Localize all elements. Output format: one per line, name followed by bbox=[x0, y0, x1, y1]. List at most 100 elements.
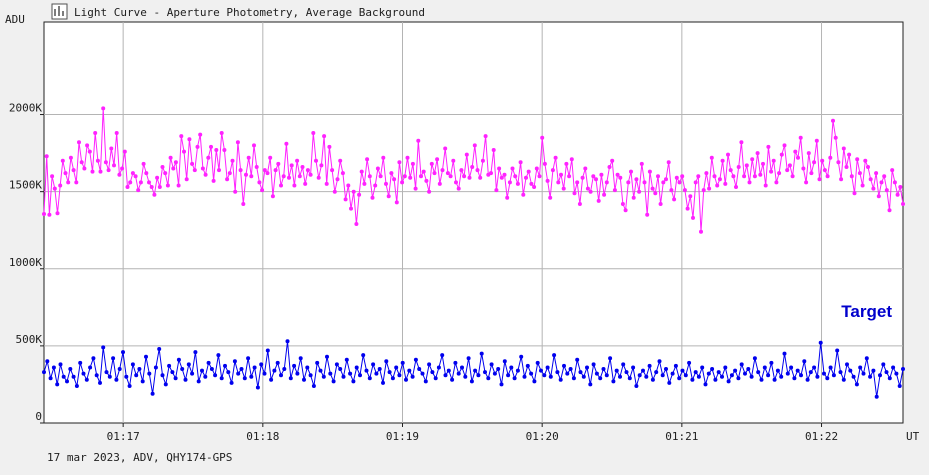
data-point-target bbox=[683, 373, 688, 378]
data-point-target bbox=[443, 373, 448, 378]
data-point-comparison bbox=[594, 177, 598, 182]
data-point-comparison bbox=[868, 177, 873, 182]
data-point-target bbox=[802, 359, 807, 364]
data-point-comparison bbox=[230, 158, 235, 163]
data-point-comparison bbox=[828, 155, 833, 160]
data-point-comparison bbox=[343, 197, 348, 202]
data-point-comparison bbox=[71, 168, 76, 173]
data-point-comparison bbox=[109, 146, 114, 151]
data-point-comparison bbox=[168, 155, 173, 160]
data-point-target bbox=[779, 374, 784, 379]
data-point-comparison bbox=[604, 180, 609, 185]
data-point-comparison bbox=[647, 169, 652, 174]
data-point-comparison bbox=[47, 212, 52, 217]
data-point-comparison bbox=[779, 152, 784, 157]
data-point-comparison bbox=[666, 160, 671, 165]
data-point-target bbox=[259, 362, 264, 367]
data-point-target bbox=[519, 354, 524, 359]
data-point-target bbox=[153, 365, 158, 370]
data-point-comparison bbox=[550, 168, 555, 173]
data-point-comparison bbox=[844, 165, 849, 169]
data-point-target bbox=[861, 371, 866, 376]
data-point-comparison bbox=[569, 157, 574, 162]
data-point-comparison bbox=[596, 198, 601, 203]
data-point-target bbox=[838, 370, 843, 375]
data-point-target bbox=[795, 368, 800, 373]
data-point-comparison bbox=[669, 188, 674, 193]
data-point-comparison bbox=[774, 180, 779, 185]
data-point-comparison bbox=[556, 180, 561, 185]
data-point-target bbox=[489, 362, 494, 367]
data-point-comparison bbox=[219, 131, 224, 135]
x-tick-label: 01:17 bbox=[107, 430, 140, 443]
data-point-comparison bbox=[478, 175, 483, 180]
data-point-comparison bbox=[704, 171, 709, 176]
data-point-target bbox=[752, 356, 757, 361]
data-point-comparison bbox=[44, 154, 49, 159]
data-point-comparison bbox=[138, 180, 143, 185]
data-point-target bbox=[255, 385, 260, 390]
x-tick-label: 01:18 bbox=[246, 430, 279, 443]
data-point-target bbox=[183, 377, 188, 382]
data-point-target bbox=[835, 348, 840, 353]
data-point-comparison bbox=[812, 160, 817, 165]
data-point-target bbox=[634, 384, 639, 388]
data-point-comparison bbox=[639, 161, 644, 166]
data-point-target bbox=[782, 351, 787, 356]
series-target bbox=[42, 339, 905, 399]
data-point-target bbox=[361, 353, 366, 358]
data-point-target bbox=[891, 365, 896, 370]
data-point-comparison bbox=[656, 174, 660, 179]
data-point-comparison bbox=[623, 208, 628, 213]
data-point-target bbox=[213, 373, 218, 378]
data-point-target bbox=[219, 376, 224, 381]
data-point-target bbox=[706, 371, 711, 376]
data-point-target bbox=[894, 371, 899, 376]
data-point-comparison bbox=[836, 160, 841, 165]
y-axis-ticks: 0 500K 1000K 1500K 2000K bbox=[9, 102, 44, 424]
data-point-comparison bbox=[101, 106, 106, 111]
data-point-comparison bbox=[249, 174, 254, 179]
data-point-comparison bbox=[472, 143, 477, 148]
data-point-comparison bbox=[408, 175, 413, 180]
x-tick-label: 01:20 bbox=[526, 430, 559, 443]
data-point-target bbox=[269, 377, 274, 382]
data-point-comparison bbox=[620, 202, 625, 206]
data-point-target bbox=[453, 360, 458, 365]
data-point-target bbox=[799, 373, 803, 378]
data-point-target bbox=[111, 356, 116, 361]
data-point-target bbox=[404, 377, 408, 382]
data-point-comparison bbox=[674, 175, 679, 180]
data-point-target bbox=[186, 362, 191, 367]
data-point-comparison bbox=[435, 157, 440, 162]
data-point-target bbox=[571, 376, 576, 381]
data-point-comparison bbox=[173, 160, 178, 165]
data-point-target bbox=[311, 384, 316, 388]
data-point-comparison bbox=[214, 148, 219, 152]
data-point-target bbox=[887, 376, 892, 381]
data-point-comparison bbox=[402, 174, 407, 179]
data-point-comparison bbox=[52, 186, 57, 191]
data-point-comparison bbox=[176, 183, 181, 188]
data-point-comparison bbox=[400, 180, 405, 185]
data-point-target bbox=[775, 368, 780, 373]
data-point-target bbox=[242, 376, 247, 381]
data-point-comparison bbox=[357, 192, 362, 197]
data-point-comparison bbox=[351, 189, 356, 194]
data-point-target bbox=[545, 365, 550, 370]
data-point-target bbox=[246, 356, 251, 361]
data-point-comparison bbox=[66, 180, 71, 185]
data-point-comparison bbox=[470, 165, 475, 169]
data-point-comparison bbox=[645, 212, 650, 217]
data-point-target bbox=[476, 373, 481, 378]
data-point-comparison bbox=[895, 192, 900, 197]
data-point-target bbox=[446, 368, 451, 373]
data-point-comparison bbox=[93, 131, 98, 135]
data-point-target bbox=[509, 365, 514, 370]
data-point-comparison bbox=[777, 171, 782, 176]
data-point-comparison bbox=[182, 149, 186, 154]
data-point-comparison bbox=[260, 188, 265, 193]
data-point-target bbox=[822, 371, 826, 376]
data-point-target bbox=[117, 367, 122, 371]
data-point-target bbox=[729, 373, 734, 378]
